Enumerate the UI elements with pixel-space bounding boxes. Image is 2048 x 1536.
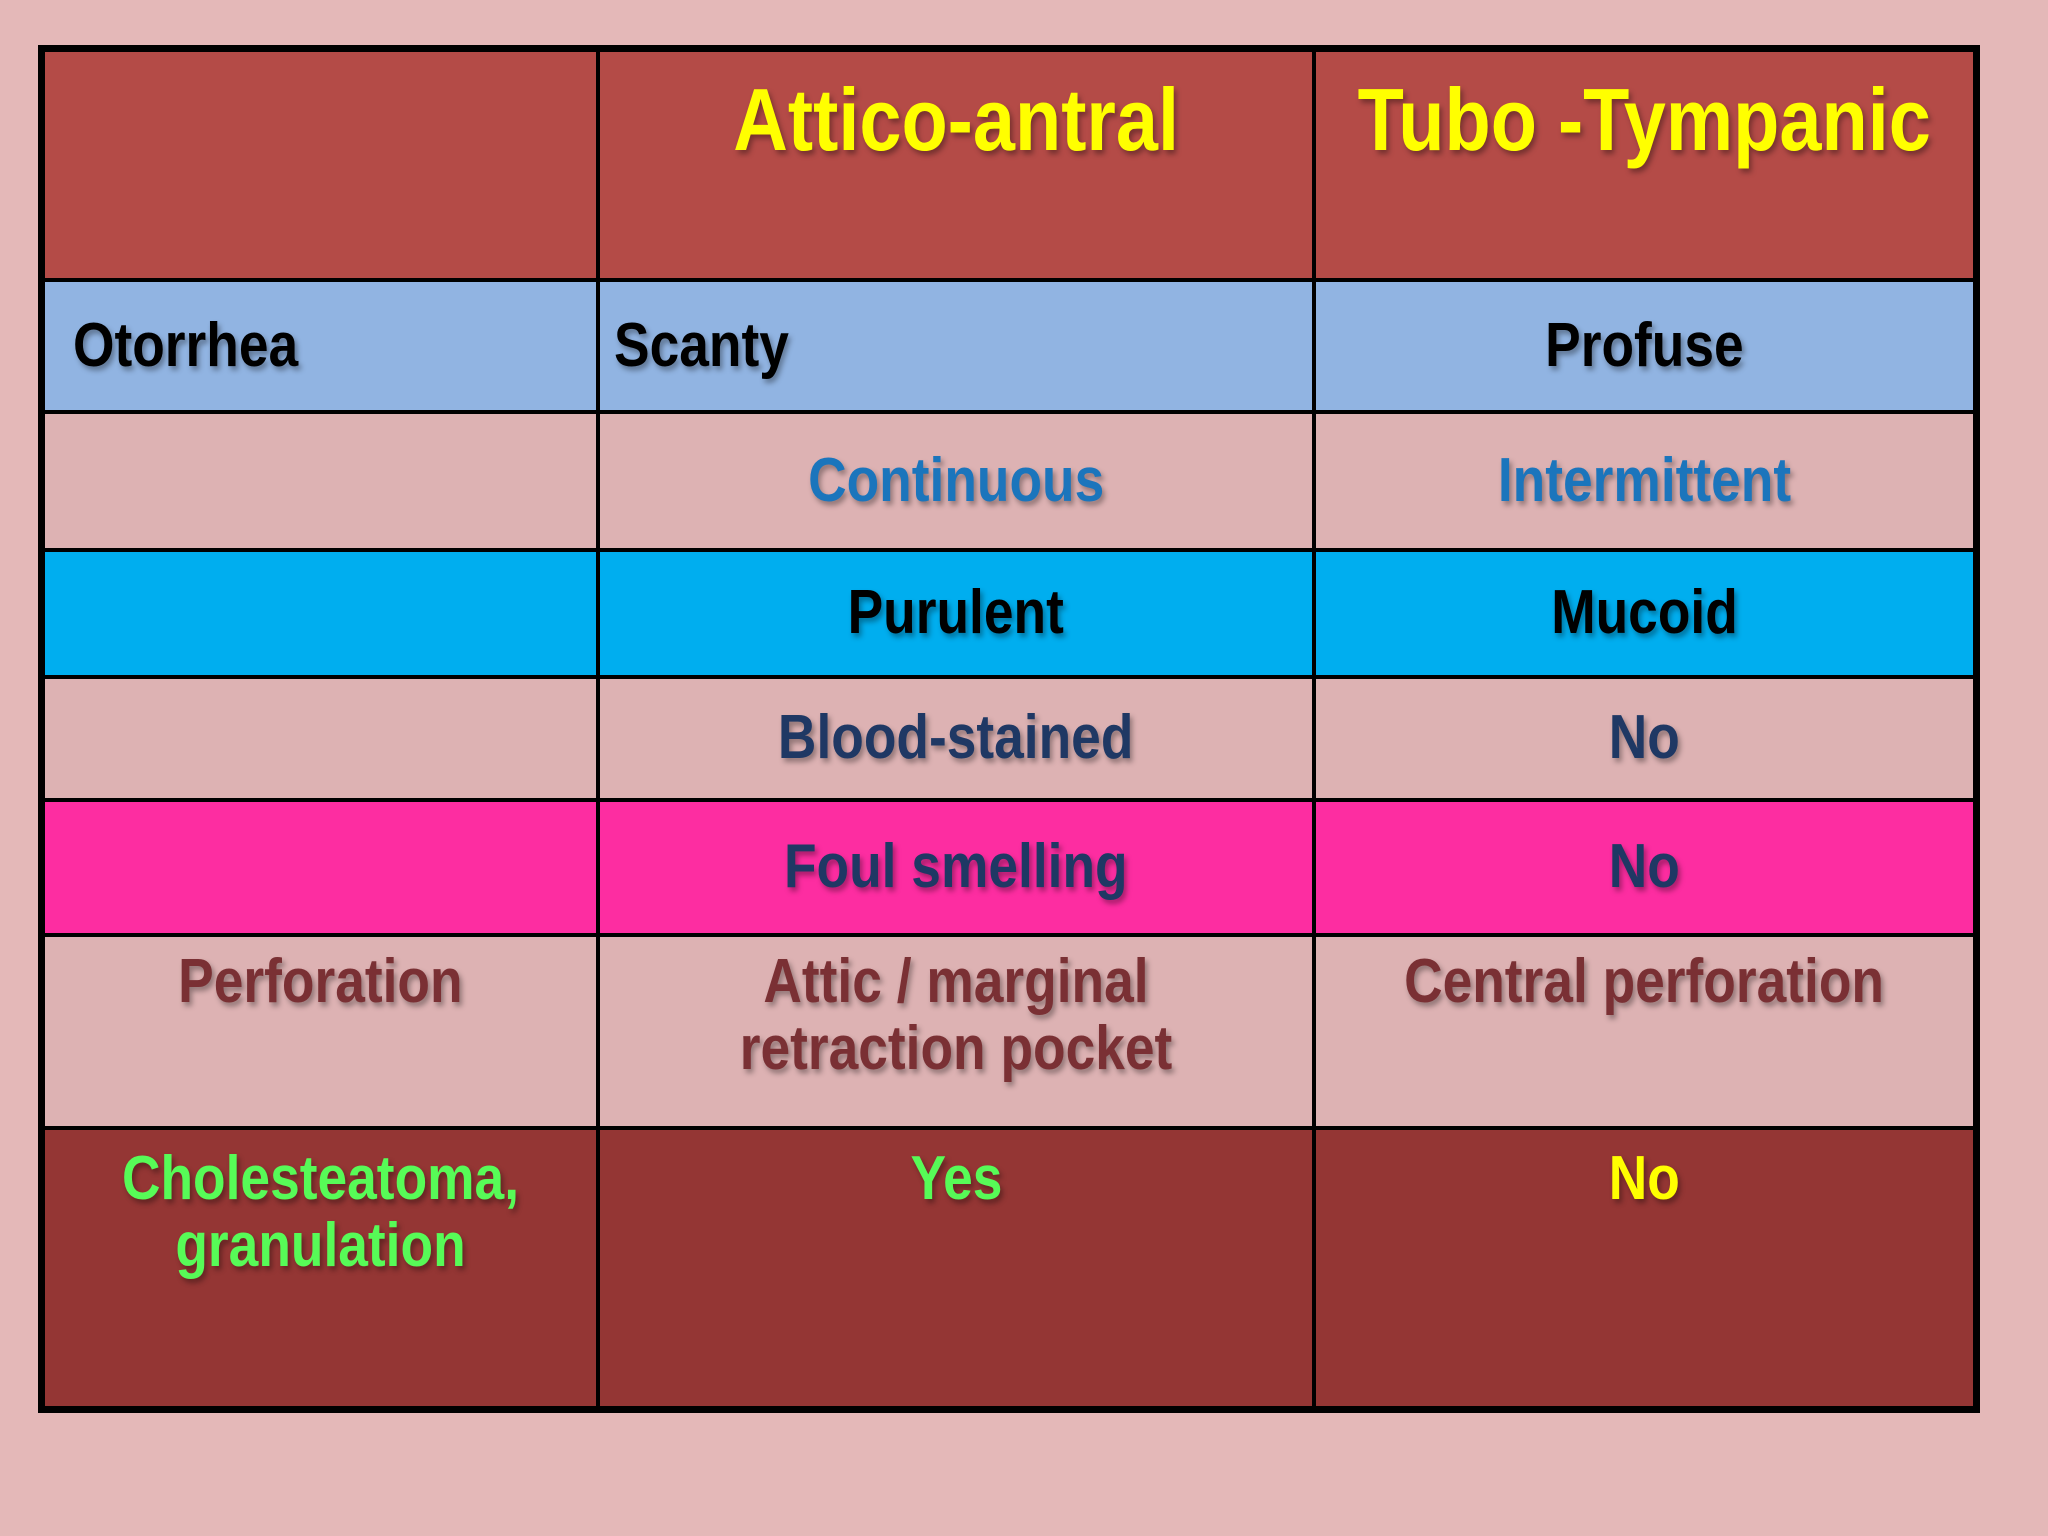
label-otorrhea: Otorrhea	[73, 310, 299, 380]
label-cholesteatoma-granulation: Cholesteatoma, granulation	[121, 1144, 520, 1280]
label-profuse: Profuse	[1545, 310, 1744, 380]
label-mucoid: Mucoid	[1551, 578, 1738, 648]
cell-central-perforation: Central perforation	[1316, 937, 1973, 1126]
label-intermittent: Intermittent	[1497, 445, 1792, 515]
cell-mucoid: Mucoid	[1316, 552, 1973, 675]
cell-blood-stained-no: No	[1316, 679, 1973, 798]
cell-cholesteatoma-granulation: Cholesteatoma, granulation	[45, 1130, 596, 1406]
label-cholesteatoma-yes: Yes	[910, 1144, 1002, 1213]
header-label-tubo-tympanic: Tubo -Tympanic	[1357, 70, 1932, 169]
label-perforation: Perforation	[178, 947, 463, 1016]
label-continuous: Continuous	[807, 445, 1105, 515]
comparison-table: Attico-antral Tubo -Tympanic Otorrhea Sc…	[38, 45, 1980, 1413]
cell-intermittent: Intermittent	[1316, 414, 1973, 548]
cell-otorrhea: Otorrhea	[45, 282, 596, 410]
cell-cholesteatoma-no: No	[1316, 1130, 1973, 1406]
cell-empty-row4	[45, 679, 596, 798]
header-cell-attico-antral: Attico-antral	[600, 52, 1312, 278]
label-central-perforation: Central perforation	[1404, 947, 1885, 1016]
cell-profuse: Profuse	[1316, 282, 1973, 410]
label-attic-marginal-retraction-pocket: Attic / marginal retraction pocket	[739, 947, 1173, 1083]
cell-cholesteatoma-yes: Yes	[600, 1130, 1312, 1406]
header-label-attico-antral: Attico-antral	[733, 70, 1179, 169]
cell-empty-row2	[45, 414, 596, 548]
cell-blood-stained: Blood-stained	[600, 679, 1312, 798]
label-cholesteatoma-no: No	[1608, 1144, 1681, 1213]
header-cell-tubo-tympanic: Tubo -Tympanic	[1316, 52, 1973, 278]
label-blood-stained: Blood-stained	[778, 703, 1134, 773]
cell-foul-smelling-no: No	[1316, 802, 1973, 933]
label-foul-smelling-no: No	[1608, 832, 1681, 902]
cell-foul-smelling: Foul smelling	[600, 802, 1312, 933]
cell-perforation: Perforation	[45, 937, 596, 1126]
cell-continuous: Continuous	[600, 414, 1312, 548]
cell-empty-row5	[45, 802, 596, 933]
label-purulent: Purulent	[847, 578, 1065, 648]
cell-empty-row3	[45, 552, 596, 675]
label-blood-stained-no: No	[1608, 703, 1681, 773]
label-foul-smelling: Foul smelling	[784, 832, 1128, 902]
cell-scanty: Scanty	[600, 282, 1312, 410]
cell-purulent: Purulent	[600, 552, 1312, 675]
header-cell-empty	[45, 52, 596, 278]
cell-attic-marginal-retraction-pocket: Attic / marginal retraction pocket	[600, 937, 1312, 1126]
label-scanty: Scanty	[614, 310, 789, 380]
